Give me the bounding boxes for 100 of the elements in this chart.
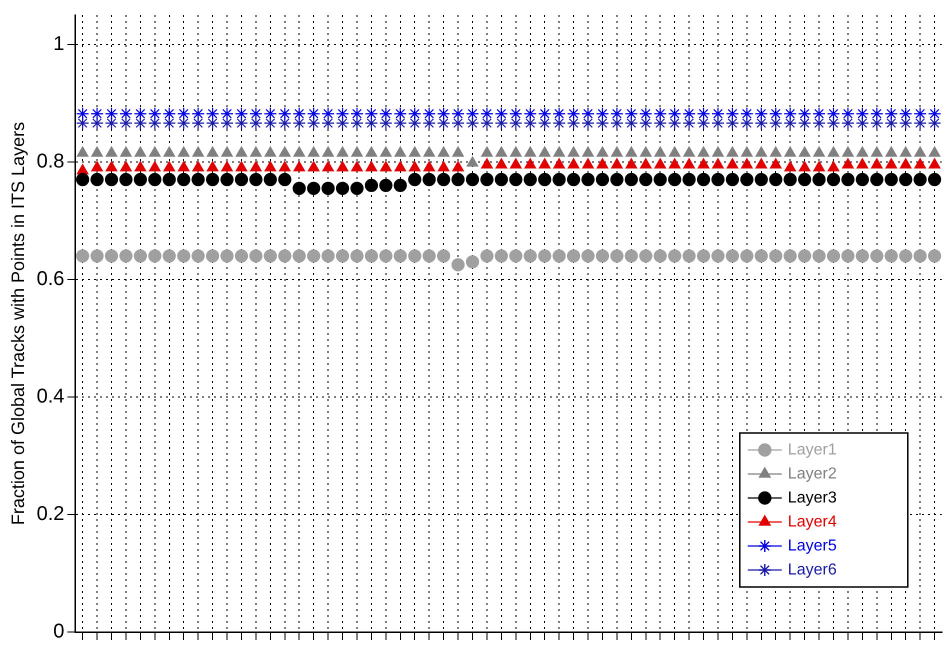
point [423,146,435,157]
point [711,172,725,186]
point [76,116,90,130]
point [726,249,740,263]
point [466,156,478,167]
y-tick-label: 0 [53,620,64,643]
point [769,107,782,120]
point [538,146,550,157]
point [538,107,552,120]
point [754,107,768,120]
point [899,107,912,120]
point [278,249,292,263]
point [292,249,306,263]
point [134,116,147,130]
point [292,116,306,130]
point [307,249,320,263]
point [177,116,190,130]
point [134,161,146,172]
point [379,116,392,130]
point [524,107,537,120]
point [683,146,695,157]
point [336,107,350,120]
point [842,146,854,157]
point [813,161,825,172]
point [784,249,797,263]
point [740,249,754,263]
point [740,116,754,130]
point [509,172,522,186]
point [394,249,407,263]
point [451,258,465,272]
point [206,172,220,186]
point [422,107,436,120]
point [668,158,680,168]
point [394,178,407,192]
point [756,158,768,168]
point [682,172,696,186]
point [581,172,595,186]
point [278,107,292,120]
point [437,116,450,130]
point [178,161,190,172]
point [394,116,407,130]
point [885,146,898,157]
point [250,161,262,172]
point [236,161,248,172]
point [423,161,435,172]
point [726,172,740,186]
point [220,107,234,120]
point [668,116,682,130]
point [928,107,942,120]
point [106,161,118,172]
point [408,107,422,120]
point [90,249,104,263]
point [162,172,176,186]
point [451,172,465,186]
point [220,116,234,130]
point [568,146,580,157]
point [206,116,220,130]
point [870,249,884,263]
point [668,172,682,186]
point [928,172,942,186]
point [249,116,262,130]
point [826,107,840,120]
point [914,116,927,130]
point [798,146,810,157]
point [884,172,898,186]
point [928,158,940,168]
point [624,107,638,120]
point [178,146,190,157]
point [784,172,797,186]
point [784,116,797,130]
point [104,249,118,263]
point [740,172,754,186]
point [610,249,624,263]
point [899,172,912,186]
point [581,116,595,130]
point [350,107,364,120]
point [336,249,350,263]
point [538,116,552,130]
point [119,249,133,263]
point [696,116,710,130]
point [408,161,421,172]
legend-label: Layer2 [788,465,837,482]
point [841,107,855,120]
point [928,249,942,263]
point [466,107,480,120]
point [566,116,580,130]
point [322,182,335,195]
point [408,249,422,263]
point [292,182,306,195]
y-tick-label: 0.8 [36,150,64,172]
point [481,158,493,168]
point [668,107,682,120]
point [740,107,754,120]
point [91,146,103,157]
point [250,146,262,157]
point [900,146,912,157]
point [336,161,348,172]
point [698,158,710,168]
point [220,172,234,186]
point [422,172,436,186]
